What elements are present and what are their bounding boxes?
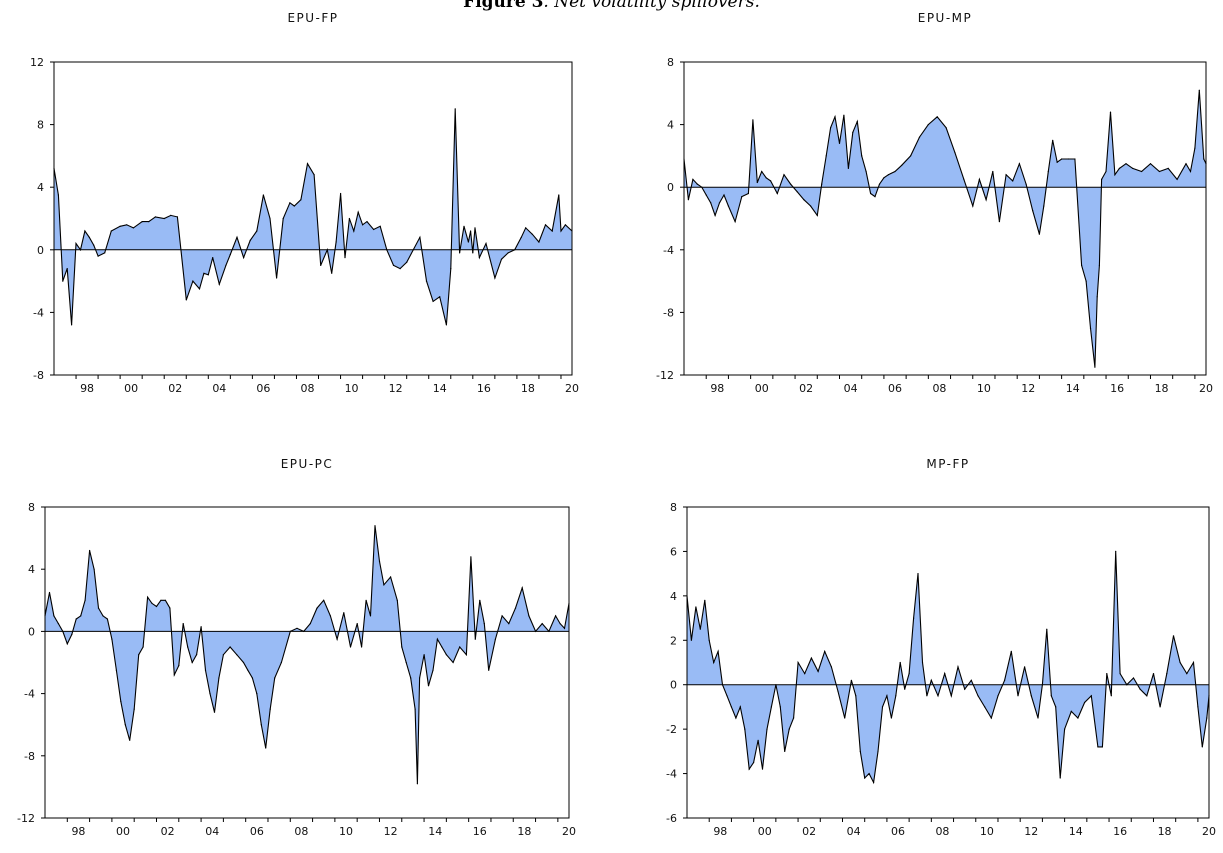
- panel-title: EPU-FP: [287, 11, 338, 25]
- y-tick-label: 0: [667, 181, 674, 194]
- x-tick-label: 16: [1110, 382, 1124, 395]
- y-tick-label: -8: [24, 750, 35, 763]
- x-tick-label: 08: [932, 382, 946, 395]
- x-tick-label: 20: [562, 825, 576, 838]
- x-tick-label: 08: [294, 825, 308, 838]
- x-tick-label: 08: [935, 825, 949, 838]
- x-tick-label: 98: [71, 825, 85, 838]
- x-tick-label: 10: [339, 825, 353, 838]
- x-tick-label: 04: [212, 382, 226, 395]
- x-tick-label: 06: [891, 825, 905, 838]
- x-tick-label: 98: [710, 382, 724, 395]
- series-area: [684, 90, 1206, 368]
- x-tick-label: 00: [124, 382, 138, 395]
- x-tick-label: 16: [1113, 825, 1127, 838]
- figure-title: Figure 3. Net volatility spillovers.: [0, 0, 1223, 13]
- y-tick-label: 8: [667, 56, 674, 69]
- x-tick-label: 02: [799, 382, 813, 395]
- x-tick-label: 18: [517, 825, 531, 838]
- x-tick-label: 14: [1069, 825, 1083, 838]
- x-tick-label: 06: [888, 382, 902, 395]
- y-tick-label: 8: [37, 119, 44, 132]
- plot-frame: [686, 506, 1210, 819]
- series-area: [54, 108, 572, 325]
- x-tick-label: 02: [802, 825, 816, 838]
- y-tick-label: -4: [666, 768, 677, 781]
- y-tick-label: -12: [656, 369, 674, 382]
- x-tick-label: 06: [250, 825, 264, 838]
- x-tick-label: 14: [428, 825, 442, 838]
- x-tick-label: 00: [758, 825, 772, 838]
- y-tick-label: 6: [670, 545, 677, 558]
- y-tick-label: 12: [30, 56, 44, 69]
- x-tick-label: 18: [1155, 382, 1169, 395]
- y-tick-label: 2: [670, 634, 677, 647]
- y-tick-label: 0: [28, 625, 35, 638]
- panel-title: EPU-MP: [918, 11, 973, 25]
- series-line: [44, 525, 570, 784]
- x-tick-label: 10: [345, 382, 359, 395]
- plot-frame: [53, 61, 573, 376]
- figure-caption: . Net volatility spillovers.: [543, 0, 760, 12]
- x-tick-label: 18: [1158, 825, 1172, 838]
- y-tick-label: -8: [33, 369, 44, 382]
- y-tick-label: 0: [670, 679, 677, 692]
- y-tick-label: 4: [37, 181, 44, 194]
- x-tick-label: 10: [980, 825, 994, 838]
- x-tick-label: 02: [168, 382, 182, 395]
- x-tick-label: 20: [1202, 825, 1216, 838]
- y-tick-label: 8: [28, 501, 35, 514]
- x-tick-label: 10: [977, 382, 991, 395]
- y-tick-label: -6: [666, 812, 677, 825]
- x-tick-label: 06: [256, 382, 270, 395]
- x-tick-label: 18: [521, 382, 535, 395]
- y-tick-label: -8: [663, 306, 674, 319]
- figure-label: Figure 3: [463, 0, 544, 12]
- series-line: [686, 551, 1210, 785]
- y-tick-label: -4: [663, 244, 674, 257]
- x-tick-label: 00: [116, 825, 130, 838]
- x-tick-label: 02: [161, 825, 175, 838]
- x-tick-label: 12: [389, 382, 403, 395]
- y-tick-label: 0: [37, 244, 44, 257]
- panel-title: MP-FP: [926, 457, 969, 471]
- x-tick-label: 20: [565, 382, 579, 395]
- x-tick-label: 16: [477, 382, 491, 395]
- x-tick-label: 12: [1024, 825, 1038, 838]
- x-tick-label: 12: [384, 825, 398, 838]
- series-line: [683, 90, 1207, 368]
- panel-title: EPU-PC: [281, 457, 334, 471]
- y-tick-label: 4: [670, 590, 677, 603]
- y-tick-label: -12: [17, 812, 35, 825]
- y-tick-label: -2: [666, 723, 677, 736]
- x-tick-label: 20: [1199, 382, 1213, 395]
- y-tick-label: -4: [33, 306, 44, 319]
- x-tick-label: 98: [713, 825, 727, 838]
- x-tick-label: 98: [80, 382, 94, 395]
- series-area: [45, 525, 569, 784]
- y-tick-label: 4: [28, 563, 35, 576]
- x-tick-label: 08: [300, 382, 314, 395]
- x-tick-label: 16: [473, 825, 487, 838]
- x-tick-label: 14: [1066, 382, 1080, 395]
- x-tick-label: 04: [847, 825, 861, 838]
- x-tick-label: 14: [433, 382, 447, 395]
- plot-frame: [683, 61, 1207, 376]
- y-tick-label: 8: [670, 501, 677, 514]
- x-tick-label: 04: [844, 382, 858, 395]
- x-tick-label: 04: [205, 825, 219, 838]
- y-tick-label: 4: [667, 119, 674, 132]
- x-tick-label: 00: [755, 382, 769, 395]
- plot-frame: [44, 506, 570, 819]
- x-tick-label: 12: [1021, 382, 1035, 395]
- y-tick-label: -4: [24, 688, 35, 701]
